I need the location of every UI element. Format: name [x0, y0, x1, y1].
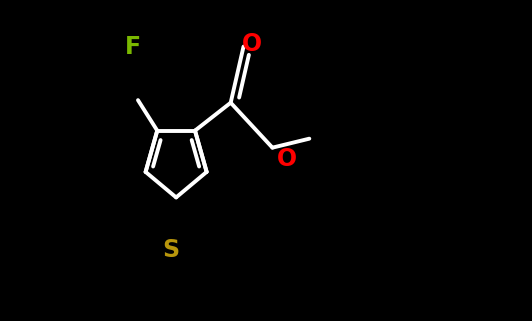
- Text: F: F: [124, 35, 141, 58]
- Text: O: O: [277, 147, 297, 171]
- Text: S: S: [163, 238, 180, 262]
- Text: O: O: [242, 32, 262, 56]
